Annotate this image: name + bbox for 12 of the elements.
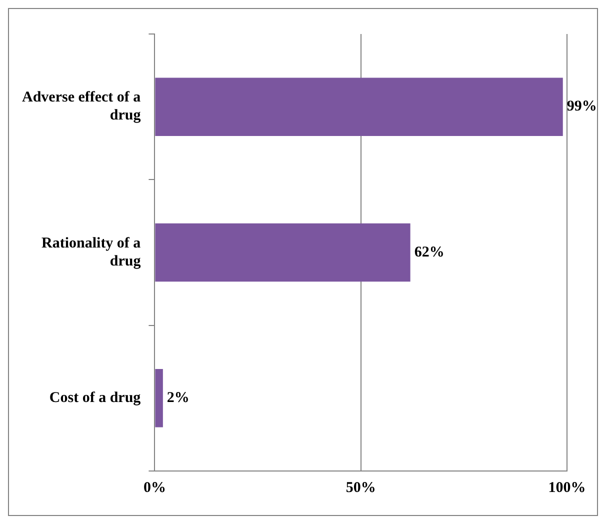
- data-label: 62%: [414, 244, 444, 260]
- bar: [155, 369, 163, 428]
- x-tick-label: 100%: [548, 480, 586, 496]
- x-tick-label: 0%: [143, 480, 166, 496]
- y-tick-label: Rationality of a drug: [42, 235, 142, 270]
- bar: [155, 223, 410, 282]
- bar: [155, 78, 563, 136]
- data-label: 2%: [166, 390, 190, 406]
- data-label: 99%: [566, 98, 597, 115]
- x-tick-label: 50%: [346, 480, 376, 496]
- y-tick-label: Cost of a drug: [49, 390, 142, 406]
- y-tick-label: Adverse effect of a drug: [22, 90, 142, 124]
